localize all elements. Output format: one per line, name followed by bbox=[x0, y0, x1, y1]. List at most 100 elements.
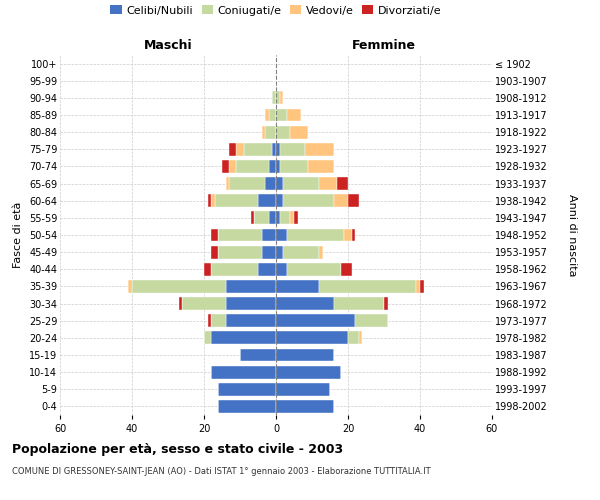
Bar bbox=[229, 160, 236, 173]
Bar bbox=[226, 297, 276, 310]
Bar bbox=[276, 297, 334, 310]
Bar bbox=[211, 314, 226, 327]
Bar bbox=[283, 177, 319, 190]
Bar bbox=[269, 160, 276, 173]
Bar bbox=[287, 108, 301, 122]
Bar bbox=[276, 143, 280, 156]
Bar bbox=[276, 212, 280, 224]
Bar bbox=[319, 246, 323, 258]
Bar bbox=[280, 143, 305, 156]
Bar bbox=[276, 366, 341, 378]
Bar bbox=[348, 194, 359, 207]
Bar bbox=[211, 332, 276, 344]
Bar bbox=[344, 228, 352, 241]
Bar bbox=[218, 228, 262, 241]
Bar bbox=[384, 297, 388, 310]
Legend: Celibi/Nubili, Coniugati/e, Vedovi/e, Divorziati/e: Celibi/Nubili, Coniugati/e, Vedovi/e, Di… bbox=[108, 3, 444, 18]
Bar bbox=[337, 177, 348, 190]
Bar bbox=[420, 280, 424, 293]
Bar bbox=[262, 126, 265, 138]
Bar bbox=[204, 263, 211, 276]
Bar bbox=[218, 383, 276, 396]
Bar bbox=[287, 263, 341, 276]
Bar bbox=[276, 348, 334, 362]
Bar bbox=[305, 143, 334, 156]
Text: COMUNE DI GRESSONEY-SAINT-JEAN (AO) - Dati ISTAT 1° gennaio 2003 - Elaborazione : COMUNE DI GRESSONEY-SAINT-JEAN (AO) - Da… bbox=[12, 468, 431, 476]
Bar bbox=[294, 212, 298, 224]
Bar bbox=[334, 194, 348, 207]
Bar bbox=[265, 126, 276, 138]
Bar bbox=[276, 280, 319, 293]
Bar bbox=[290, 212, 294, 224]
Bar bbox=[287, 228, 344, 241]
Bar bbox=[319, 280, 416, 293]
Text: Popolazione per età, sesso e stato civile - 2003: Popolazione per età, sesso e stato civil… bbox=[12, 442, 343, 456]
Bar bbox=[276, 332, 348, 344]
Bar bbox=[276, 177, 283, 190]
Bar bbox=[276, 263, 287, 276]
Bar bbox=[348, 332, 359, 344]
Bar bbox=[283, 246, 319, 258]
Bar bbox=[359, 332, 362, 344]
Bar bbox=[211, 366, 276, 378]
Bar bbox=[272, 92, 276, 104]
Bar bbox=[128, 280, 132, 293]
Bar bbox=[276, 246, 283, 258]
Bar bbox=[276, 126, 290, 138]
Bar bbox=[229, 177, 265, 190]
Bar bbox=[276, 92, 280, 104]
Bar bbox=[276, 194, 283, 207]
Y-axis label: Fasce di età: Fasce di età bbox=[13, 202, 23, 268]
Bar bbox=[204, 332, 211, 344]
Bar bbox=[265, 177, 276, 190]
Bar bbox=[226, 177, 229, 190]
Bar bbox=[132, 280, 226, 293]
Bar bbox=[258, 194, 276, 207]
Bar bbox=[290, 126, 308, 138]
Bar bbox=[276, 228, 287, 241]
Bar bbox=[254, 212, 269, 224]
Bar bbox=[211, 194, 215, 207]
Bar bbox=[334, 297, 384, 310]
Bar bbox=[211, 228, 218, 241]
Bar bbox=[258, 263, 276, 276]
Bar bbox=[276, 314, 355, 327]
Text: Maschi: Maschi bbox=[143, 38, 193, 52]
Bar bbox=[208, 314, 211, 327]
Bar bbox=[240, 348, 276, 362]
Bar bbox=[319, 177, 337, 190]
Bar bbox=[276, 400, 334, 413]
Bar bbox=[251, 212, 254, 224]
Bar bbox=[272, 143, 276, 156]
Bar bbox=[208, 194, 211, 207]
Bar bbox=[236, 160, 269, 173]
Bar bbox=[352, 228, 355, 241]
Bar bbox=[236, 143, 244, 156]
Bar bbox=[308, 160, 334, 173]
Bar bbox=[276, 160, 280, 173]
Bar bbox=[226, 280, 276, 293]
Bar bbox=[226, 314, 276, 327]
Bar bbox=[265, 108, 269, 122]
Bar bbox=[280, 160, 308, 173]
Bar bbox=[179, 297, 182, 310]
Bar bbox=[262, 246, 276, 258]
Bar bbox=[276, 383, 330, 396]
Bar bbox=[182, 297, 226, 310]
Bar bbox=[269, 212, 276, 224]
Bar bbox=[215, 194, 258, 207]
Bar bbox=[355, 314, 388, 327]
Text: Femmine: Femmine bbox=[352, 38, 416, 52]
Bar bbox=[211, 246, 218, 258]
Bar bbox=[280, 92, 283, 104]
Bar bbox=[218, 246, 262, 258]
Bar bbox=[229, 143, 236, 156]
Bar bbox=[211, 263, 258, 276]
Bar bbox=[341, 263, 352, 276]
Y-axis label: Anni di nascita: Anni di nascita bbox=[567, 194, 577, 276]
Bar bbox=[276, 108, 287, 122]
Bar bbox=[280, 212, 290, 224]
Bar bbox=[283, 194, 334, 207]
Bar bbox=[269, 108, 276, 122]
Bar bbox=[416, 280, 420, 293]
